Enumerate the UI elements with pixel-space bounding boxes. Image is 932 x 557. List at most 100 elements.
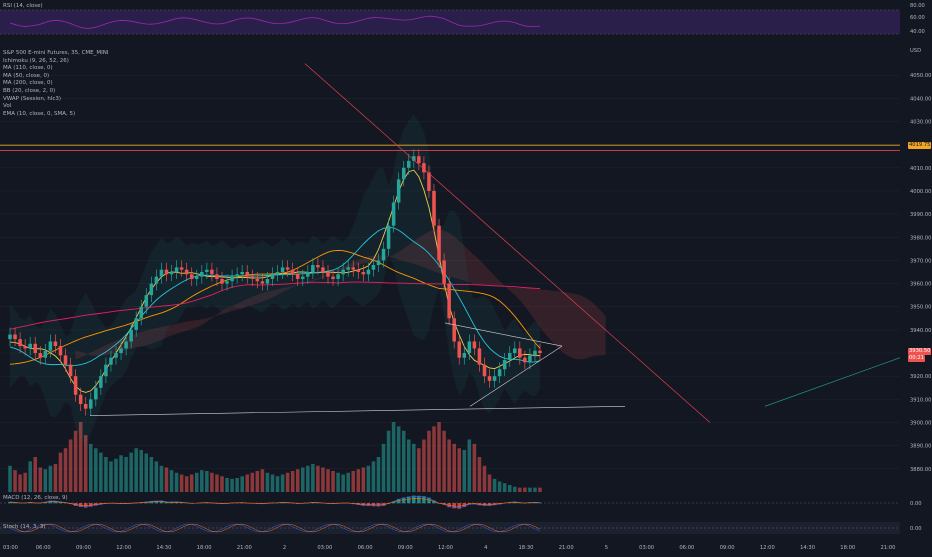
candle-body: [296, 274, 300, 279]
candle-body: [478, 348, 482, 364]
candle-body: [220, 279, 224, 284]
candle-body: [256, 279, 260, 281]
volume-bar: [119, 455, 123, 492]
y-tick-label: 3970.00: [910, 258, 931, 264]
volume-bar: [351, 471, 355, 492]
candle-body: [200, 272, 204, 277]
volume-bar: [296, 469, 300, 492]
candle-body: [397, 179, 401, 202]
volume-bar: [64, 448, 68, 492]
volume-bar: [473, 444, 477, 492]
y-tick-label: 4000.00: [910, 189, 931, 195]
candle-body: [109, 358, 113, 365]
candle-body: [402, 168, 406, 180]
y-tick-label: 3910.00: [910, 397, 931, 403]
rsi-panel: 80.00 60.00 40.00: [0, 0, 932, 40]
candle-body: [286, 267, 290, 269]
candle-body: [129, 330, 133, 342]
rsi-tick-60: 60.00: [910, 15, 925, 21]
volume-bar: [331, 471, 335, 492]
legend-ichimoku[interactable]: Ichimoku (9, 26, 52, 26): [3, 58, 109, 66]
candle-body: [89, 399, 93, 408]
volume-bar: [276, 476, 280, 492]
candle-body: [523, 358, 527, 363]
volume-bar: [49, 466, 53, 492]
candle-body: [23, 346, 27, 348]
volume-bar: [281, 475, 285, 493]
x-tick-label: 06:00: [679, 545, 694, 551]
x-tick-label: 18:00: [197, 545, 212, 551]
volume-bar: [245, 475, 249, 493]
macd-panel: 0.00: [0, 492, 932, 520]
y-tick-label: 4010.00: [910, 166, 931, 172]
volume-bar: [291, 471, 295, 492]
volume-bar: [427, 431, 431, 492]
volume-bar: [240, 476, 244, 492]
volume-bar: [442, 431, 446, 492]
macd-bar: [417, 496, 421, 504]
x-tick-label: 06:00: [358, 545, 373, 551]
candle-body: [230, 277, 234, 282]
candle-body: [437, 226, 441, 261]
volume-bar: [346, 473, 350, 492]
volume-bar: [109, 461, 113, 492]
candle-body: [94, 388, 98, 400]
legend-bb[interactable]: BB (20, close, 2, 0): [3, 88, 109, 96]
candle-body: [39, 353, 43, 358]
candle-body: [240, 272, 244, 274]
legend-vol[interactable]: Vol: [3, 103, 109, 111]
legend-symbol[interactable]: S&P 500 E-mini Futures, 35, CME_MINI: [3, 50, 109, 58]
candle-body: [175, 267, 179, 272]
candle-body: [377, 260, 381, 265]
candle-body: [114, 353, 118, 358]
volume-bar: [503, 483, 507, 492]
volume-bar: [44, 469, 48, 492]
candle-body: [8, 335, 12, 340]
legend-ema[interactable]: EMA (10, close, 0, SMA, 5): [3, 111, 109, 119]
candle-body: [457, 341, 461, 357]
main-chart-svg[interactable]: 4050.004040.004030.004020.004010.004000.…: [0, 42, 932, 492]
legend-ma-110[interactable]: MA (110, close, 0): [3, 65, 109, 73]
volume-bar: [225, 478, 229, 492]
y-tick-label: 3980.00: [910, 235, 931, 241]
volume-bar: [39, 468, 43, 493]
candle-body: [452, 318, 456, 341]
volume-bar: [190, 475, 194, 493]
volume-bar: [230, 479, 234, 492]
x-tick-label: 4: [484, 545, 488, 551]
volume-bar: [261, 469, 265, 492]
legend: S&P 500 E-mini Futures, 35, CME_MINI Ich…: [3, 50, 109, 118]
price-tag: 3930.50: [908, 348, 931, 355]
volume-bar: [155, 461, 159, 492]
volume-bar: [432, 426, 436, 492]
x-tick-label: 03:00: [639, 545, 654, 551]
volume-bar: [498, 482, 502, 493]
candle-body: [49, 341, 53, 350]
y-tick-label: 4050.00: [910, 73, 931, 79]
candle-body: [387, 226, 391, 249]
volume-bar: [74, 431, 78, 492]
legend-vwap[interactable]: VWAP (Session, hlc3): [3, 96, 109, 104]
volume-bar: [114, 459, 118, 492]
bb-area: [10, 115, 540, 445]
candle-body: [119, 348, 123, 353]
y-tick-label: 4040.00: [910, 96, 931, 102]
x-tick-label: 21:00: [559, 545, 574, 551]
legend-ma-200[interactable]: MA (200, close, 0): [3, 80, 109, 88]
candle-body: [306, 272, 310, 277]
candle-body: [276, 272, 280, 274]
volume-bar: [457, 448, 461, 492]
candle-body: [518, 348, 522, 357]
x-tick-label: 12:00: [116, 545, 131, 551]
candle-body: [160, 270, 164, 277]
legend-ma-50[interactable]: MA (50, close, 0): [3, 73, 109, 81]
candle-body: [362, 272, 366, 274]
candle-body: [483, 365, 487, 377]
volume-bar: [195, 473, 199, 492]
candle-body: [357, 270, 361, 272]
candle-body: [245, 272, 249, 277]
x-tick-label: 12:00: [438, 545, 453, 551]
stoch-zero-tick: 0.00: [910, 526, 922, 532]
